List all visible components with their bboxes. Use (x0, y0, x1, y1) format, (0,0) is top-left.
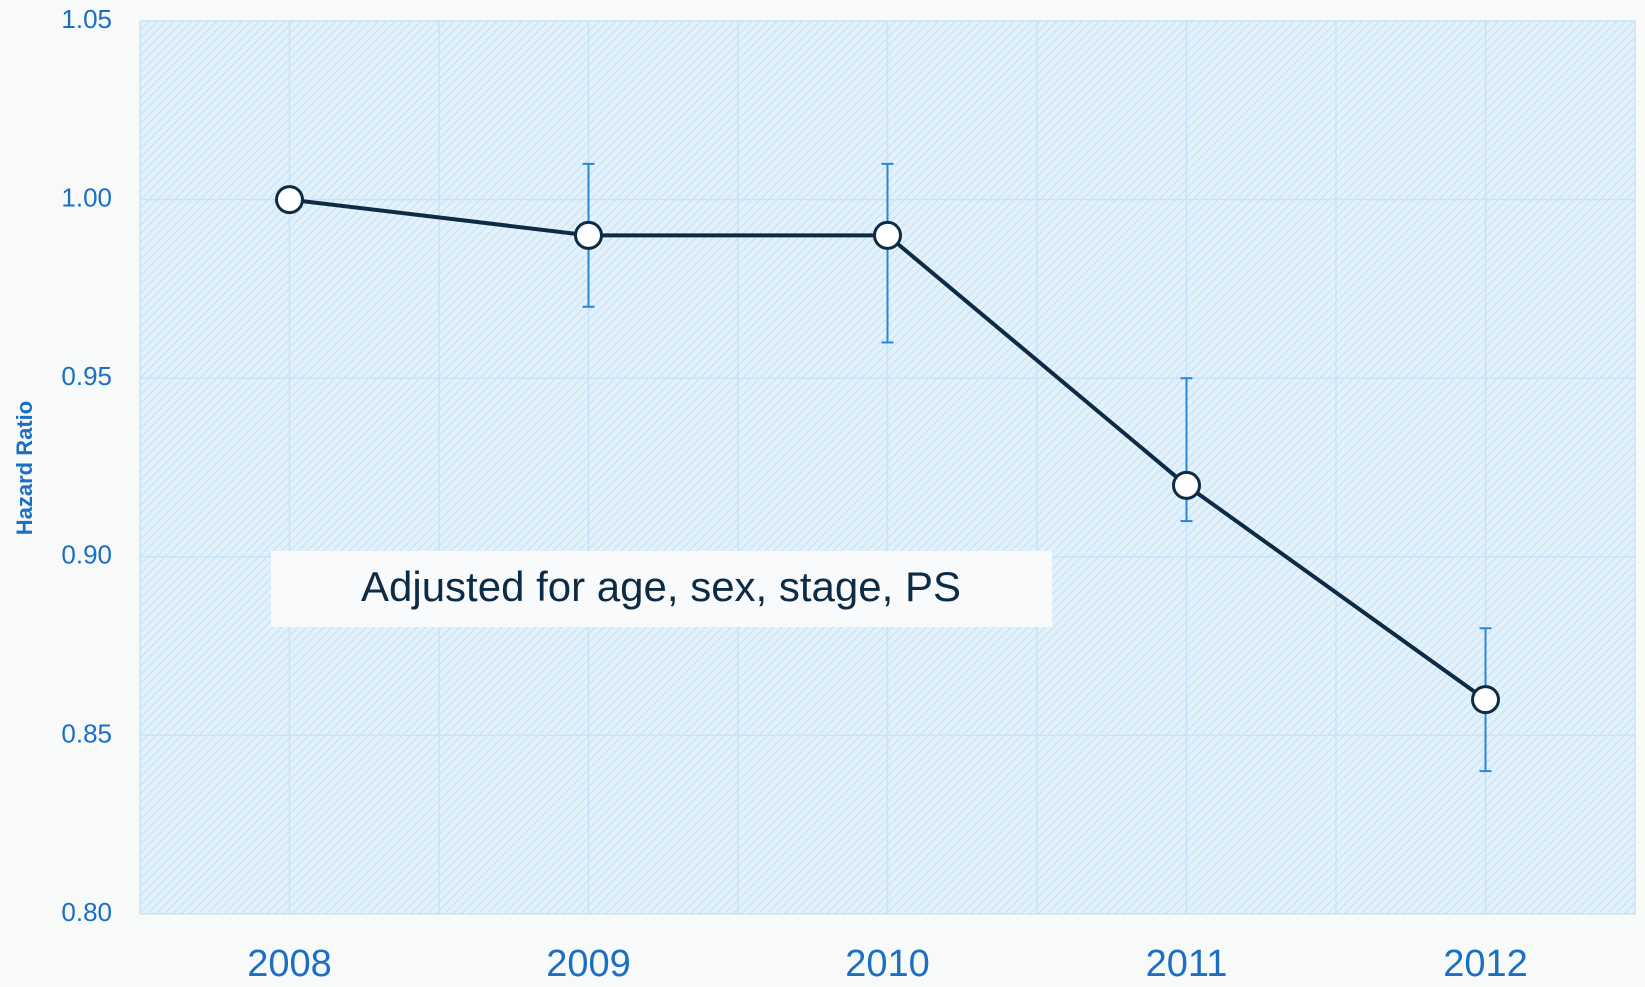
y-tick-label: 0.80 (61, 897, 112, 927)
y-tick-label: 1.05 (61, 4, 112, 34)
y-tick-label: 0.85 (61, 718, 112, 748)
x-tick-label: 2010 (845, 943, 930, 985)
data-point (873, 220, 902, 250)
y-axis-label: Hazard Ratio (12, 401, 37, 535)
x-tick-label: 2012 (1443, 943, 1528, 985)
x-tick-label: 2008 (247, 943, 332, 985)
data-point (574, 220, 603, 250)
annotation-box (271, 551, 1052, 627)
y-tick-label: 0.95 (61, 361, 112, 391)
data-point (275, 185, 304, 215)
annotation: Adjusted for age, sex, stage, PS (361, 563, 961, 610)
y-tick-label: 0.90 (61, 540, 112, 570)
x-tick-label: 2011 (1146, 943, 1228, 985)
y-tick-label: 1.00 (61, 182, 112, 212)
x-tick-label: 2009 (546, 943, 631, 985)
data-point (1471, 685, 1500, 715)
data-point (1172, 470, 1201, 500)
